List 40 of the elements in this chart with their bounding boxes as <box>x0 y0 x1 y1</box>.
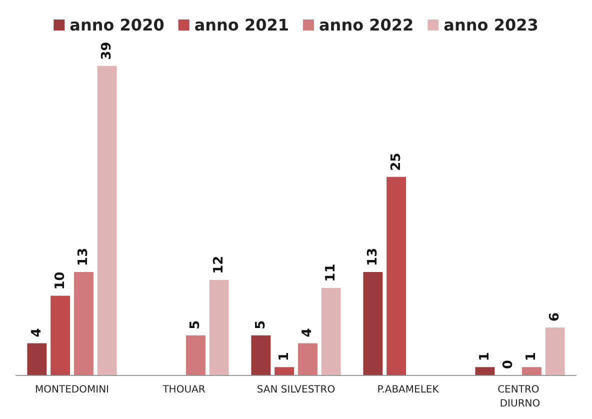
bar <box>209 280 229 375</box>
bar <box>27 343 47 375</box>
data-label: 6 <box>548 312 563 322</box>
legend-label: anno 2021 <box>194 16 289 34</box>
x-tick-label: CENTRO DIURNO <box>498 384 542 410</box>
bar <box>363 272 383 375</box>
bar <box>545 327 565 375</box>
bar <box>475 367 495 375</box>
data-label: 5 <box>188 320 204 330</box>
bar <box>522 367 542 375</box>
data-label: 13 <box>76 248 92 266</box>
legend-label: anno 2023 <box>444 16 538 34</box>
bar <box>186 335 206 375</box>
bar <box>97 66 117 375</box>
x-tick-label: SAN SILVESTRO <box>256 384 336 396</box>
bar <box>298 343 318 375</box>
data-label: 11 <box>324 264 339 282</box>
x-tick-label: THOUAR <box>162 384 206 396</box>
bar <box>386 176 406 375</box>
data-label: 5 <box>253 320 268 330</box>
data-label: 1 <box>276 352 292 362</box>
bar <box>74 272 94 375</box>
bar <box>50 296 70 375</box>
data-label: 1 <box>524 352 540 362</box>
data-label: 39 <box>100 42 115 60</box>
data-label: 4 <box>29 328 44 338</box>
data-label: 0 <box>500 360 516 369</box>
data-label: 13 <box>365 248 380 266</box>
x-tick-label: P.ABAMELEK <box>377 384 440 396</box>
data-label: 10 <box>52 272 68 290</box>
bar <box>274 367 294 375</box>
data-label: 4 <box>300 328 316 338</box>
data-label: 1 <box>477 352 492 362</box>
bar <box>321 288 341 375</box>
data-label: 12 <box>212 256 227 274</box>
legend-label: anno 2020 <box>70 16 164 34</box>
bar <box>251 335 271 375</box>
x-tick-label: MONTEDOMINI <box>35 384 109 396</box>
legend-label: anno 2022 <box>319 16 414 34</box>
data-label: 25 <box>388 152 404 171</box>
